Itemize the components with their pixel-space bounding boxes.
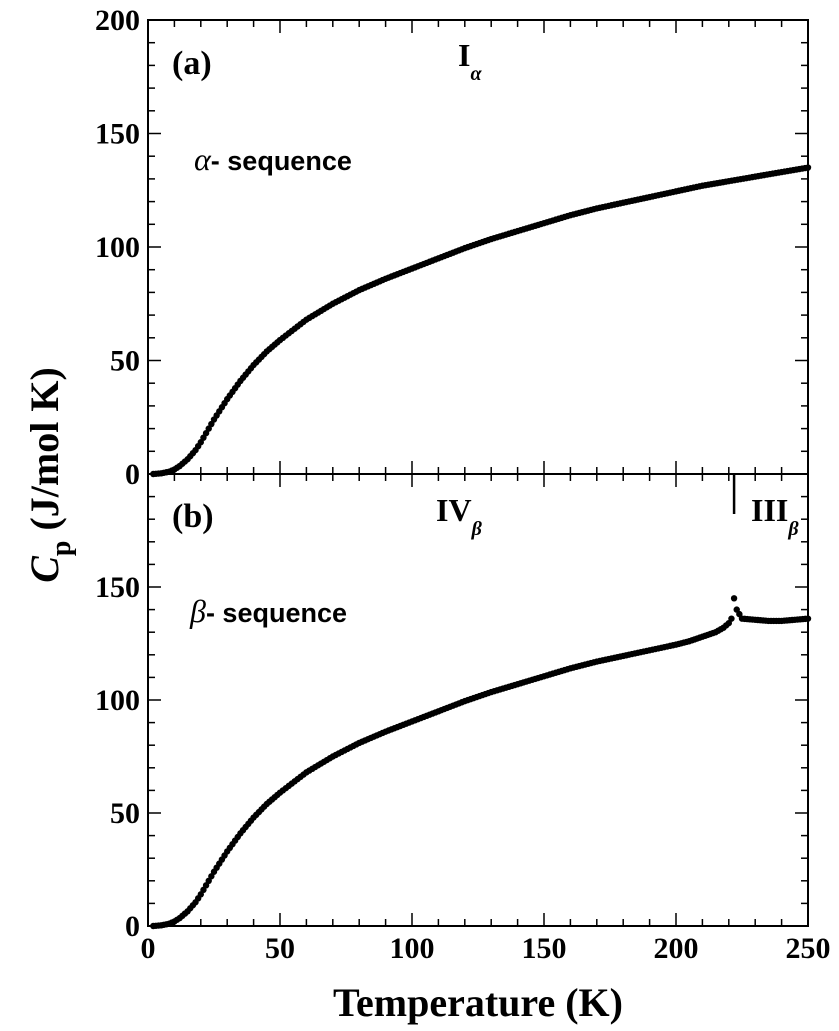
x-tick-label: 50 — [265, 932, 295, 965]
x-tick-label: 200 — [654, 932, 699, 965]
y-tick-label: 0 — [125, 910, 140, 943]
x-tick-label: 0 — [141, 932, 156, 965]
panel-b-phase-label-iii: IIIβ — [751, 492, 799, 540]
panel-b-ticks — [147, 473, 809, 927]
panel-b-sequence-label: β- sequence — [189, 593, 347, 629]
panel-a-label: (a) — [172, 45, 212, 82]
panel-a-sequence-label: α- sequence — [194, 141, 352, 177]
data-point — [728, 615, 735, 622]
panel-b-y-tick-labels: 0 50 100 150 — [95, 571, 140, 943]
x-tick-label: 150 — [522, 932, 567, 965]
y-tick-label: 100 — [95, 231, 140, 264]
panel-b-x-tick-labels: 0 50 100 150 200 250 — [141, 932, 831, 965]
data-point — [730, 595, 738, 602]
panel-a: 0 50 100 150 200 (a) Iα α- sequence — [95, 4, 812, 491]
y-tick-label: 150 — [95, 118, 140, 151]
x-tick-label: 100 — [390, 932, 435, 965]
y-tick-label: 200 — [95, 4, 140, 37]
panel-a-ticks — [147, 19, 809, 475]
x-tick-label: 250 — [786, 932, 831, 965]
y-axis-title: Cp (J/mol K) — [22, 367, 77, 583]
panel-b-label: (b) — [172, 498, 214, 535]
panel-a-phase-label: Iα — [458, 37, 482, 85]
y-tick-label: 0 — [125, 458, 140, 491]
y-tick-label: 100 — [95, 684, 140, 717]
panel-b-phase-label-iv: IVβ — [436, 492, 483, 540]
panel-a-frame — [147, 19, 809, 475]
y-tick-label: 150 — [95, 571, 140, 604]
y-tick-label: 50 — [110, 345, 140, 378]
x-axis-title: Temperature (K) — [333, 980, 623, 1025]
panel-b-frame — [147, 473, 809, 927]
panel-b: 0 50 100 150 0 50 100 150 200 250 (b) IVβ IIIβ β… — [95, 473, 831, 965]
panel-a-y-tick-labels: 0 50 100 150 200 — [95, 4, 140, 491]
panel-a-data-points — [150, 164, 812, 478]
y-tick-label: 50 — [110, 797, 140, 830]
panel-b-data-points — [150, 595, 812, 930]
